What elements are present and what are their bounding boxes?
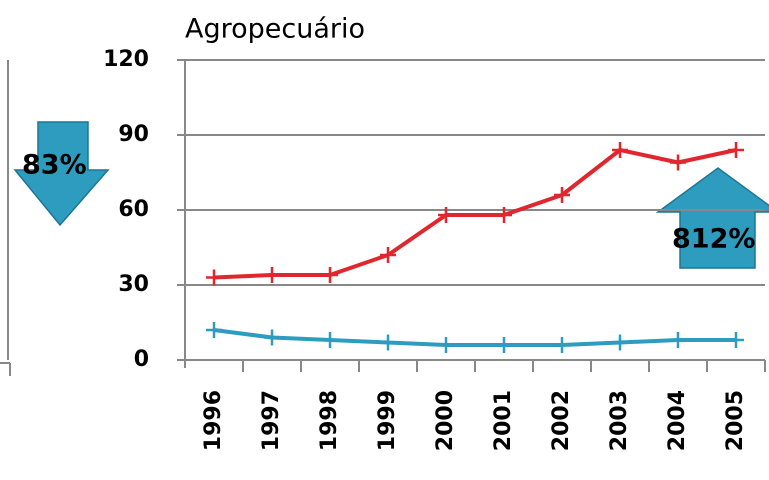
y-tick-label: 60 bbox=[118, 197, 149, 222]
marker bbox=[670, 332, 686, 348]
marker bbox=[728, 332, 744, 348]
marker bbox=[554, 187, 570, 203]
x-tick-label: 2002 bbox=[549, 390, 574, 451]
x-tick-label: 1996 bbox=[201, 390, 226, 451]
x-tick-label: 1999 bbox=[375, 390, 400, 451]
x-tick-label: 1998 bbox=[317, 390, 342, 451]
marker bbox=[380, 334, 396, 351]
marker bbox=[264, 267, 280, 283]
marker bbox=[670, 154, 686, 171]
y-tick-label: 90 bbox=[118, 122, 149, 147]
line-series bbox=[213, 148, 737, 280]
annotation: 812% bbox=[672, 224, 755, 255]
y-tick-label: 120 bbox=[103, 47, 149, 72]
x-tick-label: 2005 bbox=[723, 390, 748, 451]
marker bbox=[380, 247, 396, 263]
marker bbox=[496, 207, 512, 223]
marker bbox=[612, 142, 628, 158]
marker bbox=[322, 267, 338, 283]
marker bbox=[438, 207, 454, 223]
marker bbox=[438, 337, 454, 353]
down-arrow bbox=[13, 121, 110, 227]
marker bbox=[496, 337, 512, 353]
chart-title: Agropecuário bbox=[185, 14, 365, 45]
x-tick-label: 2001 bbox=[491, 390, 516, 451]
marker bbox=[264, 329, 280, 346]
x-tick-label: 1997 bbox=[259, 390, 284, 451]
annotation: 83% bbox=[22, 150, 87, 181]
marker bbox=[612, 334, 628, 351]
x-tick-label: 2000 bbox=[433, 390, 458, 451]
marker bbox=[206, 322, 222, 338]
up-arrow bbox=[655, 167, 769, 269]
marker bbox=[206, 269, 222, 286]
line-series bbox=[213, 328, 736, 347]
y-tick-label: 0 bbox=[134, 347, 149, 372]
x-tick-label: 2003 bbox=[607, 390, 632, 451]
y-tick-label: 30 bbox=[118, 272, 149, 297]
marker bbox=[554, 337, 570, 353]
marker bbox=[728, 142, 744, 158]
x-tick-label: 2004 bbox=[665, 390, 690, 451]
marker bbox=[322, 332, 338, 348]
